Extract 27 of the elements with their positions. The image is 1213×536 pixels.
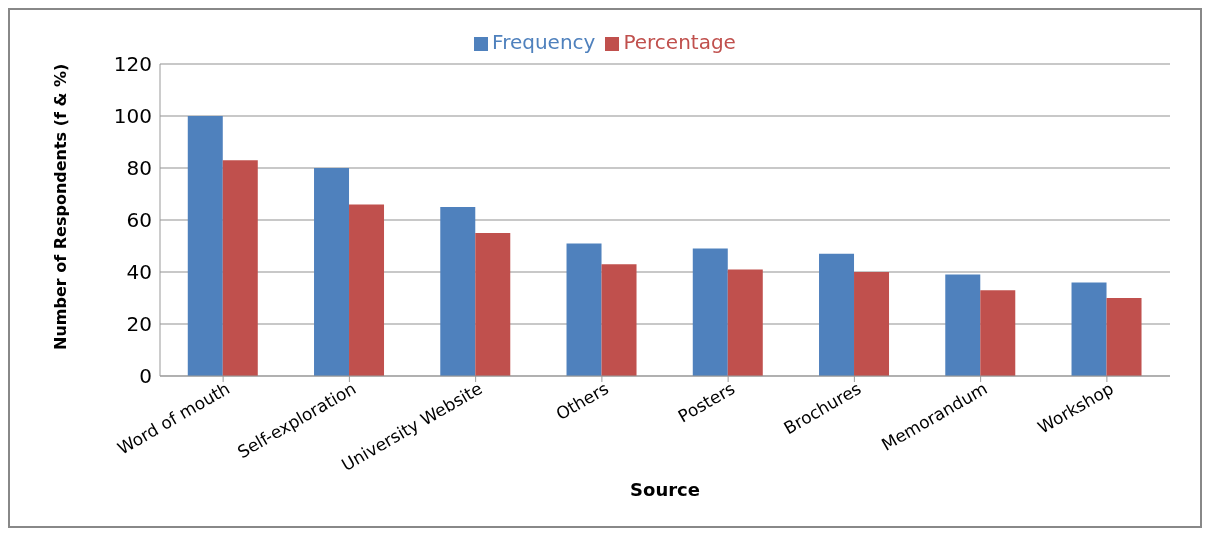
legend-label: Frequency <box>492 30 596 54</box>
bar <box>692 248 728 376</box>
bar <box>980 290 1016 376</box>
legend-label: Percentage <box>623 30 736 54</box>
bar <box>314 168 350 376</box>
bar <box>1106 298 1142 376</box>
bar <box>349 204 385 376</box>
y-tick-label: 80 <box>126 156 152 181</box>
bar <box>475 233 511 376</box>
bar <box>727 269 763 376</box>
bar <box>819 253 855 376</box>
y-tick-label: 100 <box>113 104 152 129</box>
y-tick-label: 20 <box>126 312 152 337</box>
y-tick-label: 40 <box>126 260 152 285</box>
bar <box>945 274 981 376</box>
y-tick-label: 120 <box>113 52 152 77</box>
bar <box>566 243 602 376</box>
bar <box>601 264 637 376</box>
bar <box>187 116 223 376</box>
y-tick-label: 0 <box>139 364 152 389</box>
bar <box>1071 282 1107 376</box>
x-axis-title: Source <box>630 479 700 500</box>
bar <box>440 207 476 376</box>
y-axis-title: Number of Respondents (f & %) <box>50 63 70 350</box>
bar <box>854 272 890 376</box>
bar <box>222 160 258 376</box>
y-tick-label: 60 <box>126 208 152 233</box>
